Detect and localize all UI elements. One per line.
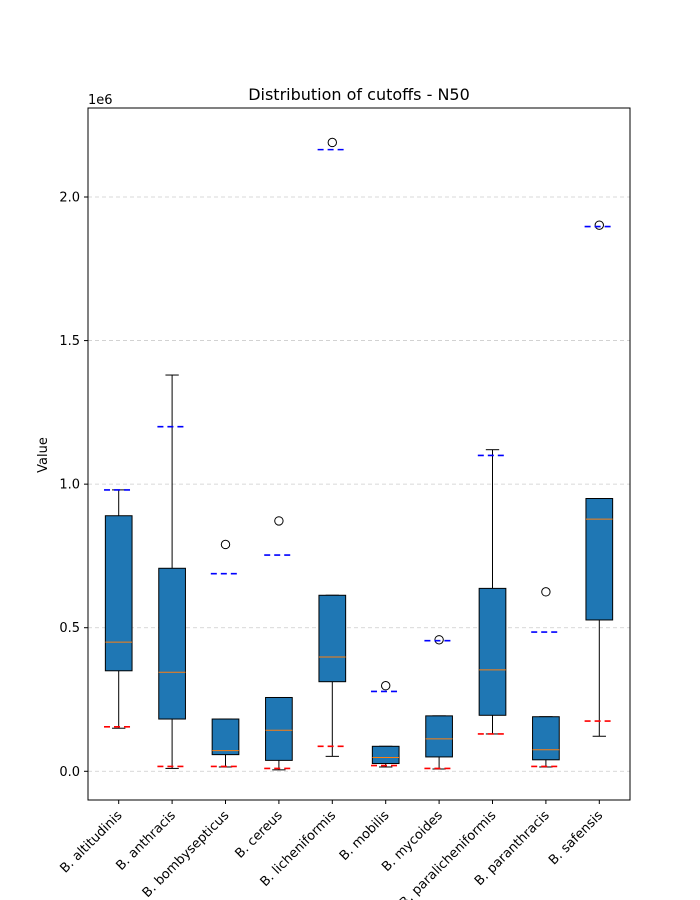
- x-tick-label: B. mobilis: [337, 808, 393, 864]
- box: [478, 587, 507, 716]
- y-axis-ticks: 0.0 0.5 1.0 1.5 2.0: [59, 191, 88, 780]
- box-group: [584, 220, 614, 737]
- chart-title: Distribution of cutoffs - N50: [248, 85, 470, 104]
- box: [318, 594, 347, 683]
- box-group: [210, 539, 241, 768]
- y-tick-label: 0.0: [59, 765, 80, 780]
- y-axis-label: Value: [36, 437, 51, 473]
- outlier-point: [594, 220, 604, 230]
- box-marks: [104, 137, 614, 771]
- x-tick-label: B. safensis: [546, 808, 606, 868]
- box-group: [264, 516, 294, 771]
- outlier-point: [220, 539, 231, 550]
- box-group: [531, 587, 561, 768]
- outlier-point: [434, 635, 444, 645]
- box-group: [317, 137, 347, 757]
- box: [371, 745, 400, 765]
- box: [104, 515, 133, 672]
- plot-frame: [87, 107, 631, 801]
- y-tick-label: 0.5: [59, 621, 80, 636]
- x-tick-label: B. cereus: [232, 808, 285, 861]
- box: [532, 716, 560, 761]
- outlier-point: [380, 681, 391, 691]
- grid-lines: [88, 196, 630, 772]
- y-axis-scale-label: 1e6: [88, 93, 113, 108]
- box: [585, 498, 614, 621]
- outlier-point: [541, 587, 551, 597]
- box-group: [157, 374, 187, 769]
- y-tick-label: 2.0: [59, 191, 80, 206]
- box: [158, 567, 186, 720]
- box: [211, 718, 240, 756]
- box: [265, 696, 293, 761]
- box: [425, 715, 453, 758]
- outlier-point: [327, 137, 338, 148]
- box-group: [424, 635, 454, 770]
- outlier-point: [274, 516, 284, 526]
- y-tick-label: 1.5: [59, 334, 80, 349]
- y-tick-label: 1.0: [59, 478, 80, 493]
- box-group: [104, 489, 134, 729]
- box-group: [371, 681, 401, 768]
- box-group: [477, 449, 508, 735]
